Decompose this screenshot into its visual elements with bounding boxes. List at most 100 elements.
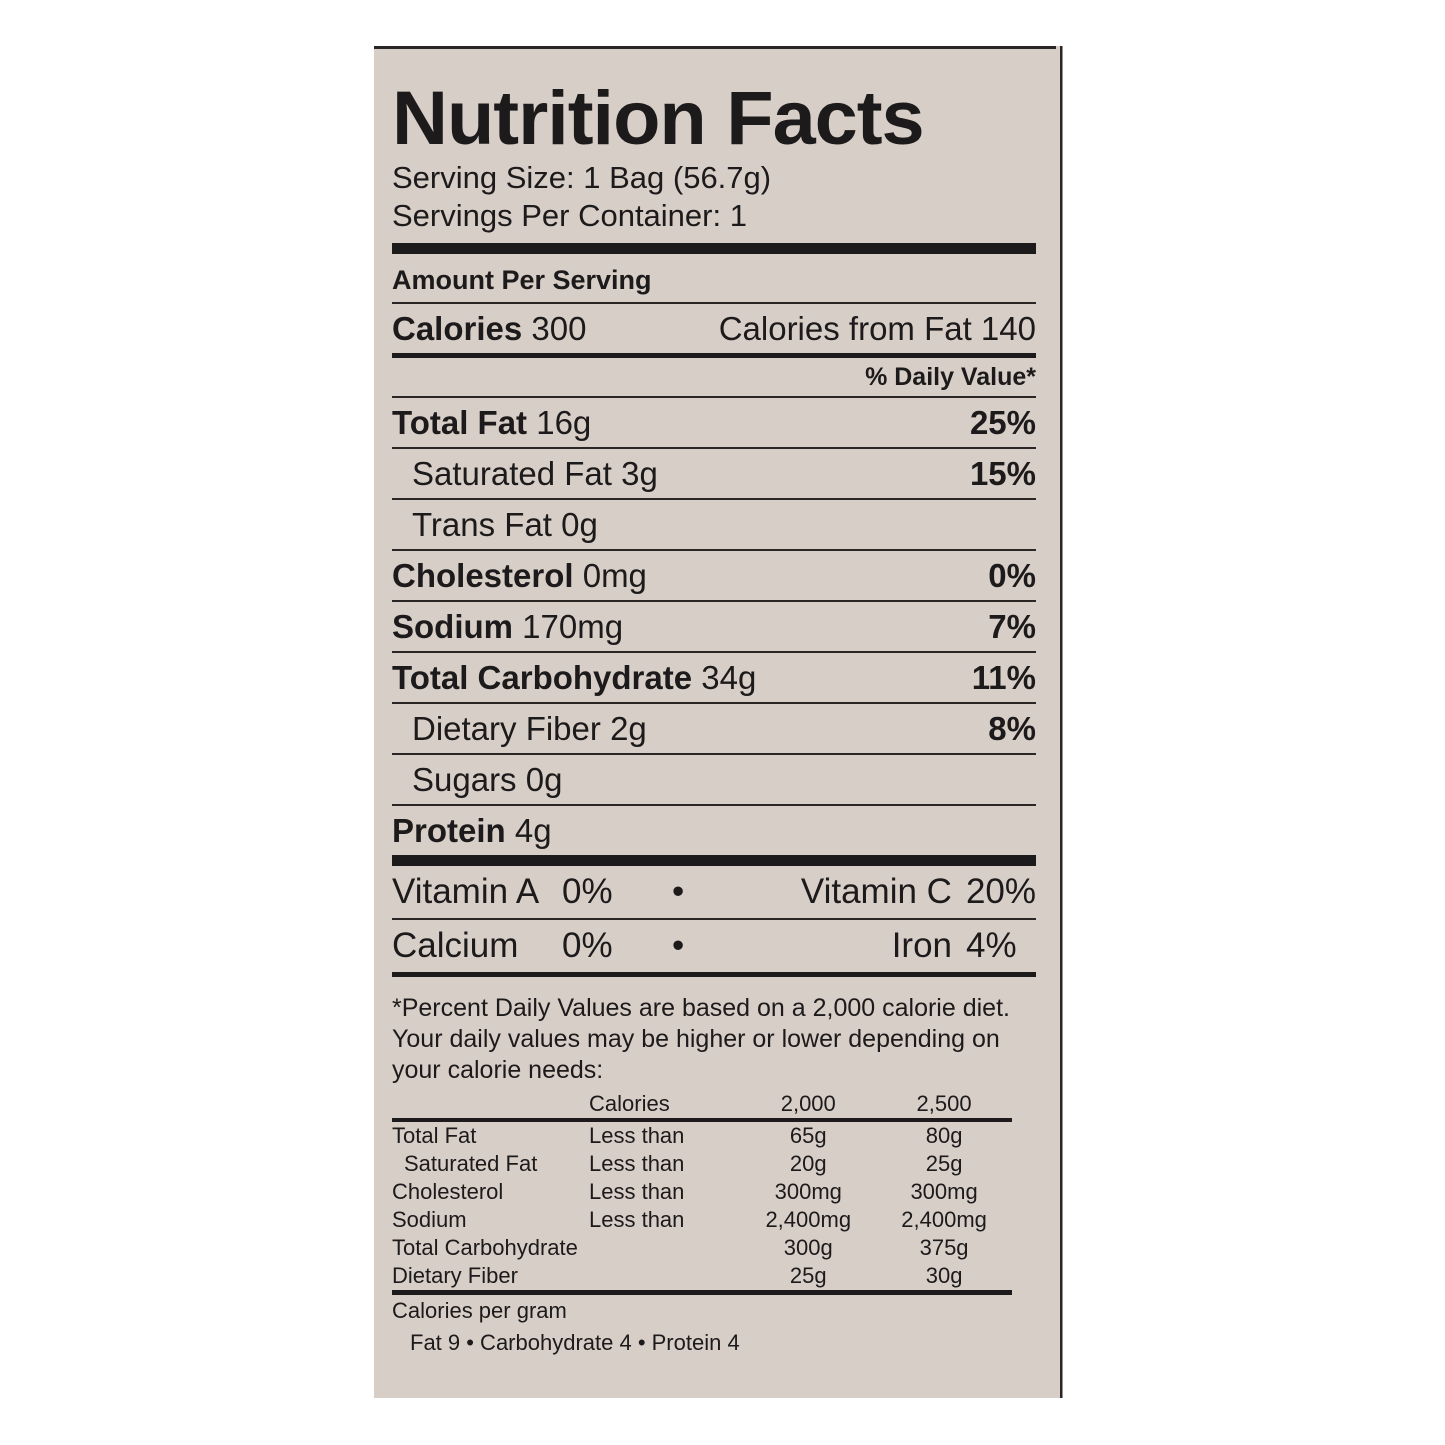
table-cell: Saturated Fat — [404, 1151, 538, 1176]
daily-value-header: % Daily Value* — [865, 362, 1036, 391]
nutrient-name: Protein — [392, 811, 506, 849]
nutrient-dv: 8% — [988, 709, 1036, 747]
nutrient-row: Cholesterol 0mg 0% — [392, 551, 1036, 600]
nutrient-amount: 34g — [701, 658, 757, 696]
bullet: • — [671, 872, 685, 911]
table-cell: Total Fat — [392, 1123, 477, 1148]
vitamin-name: Vitamin C — [800, 872, 952, 911]
nutrition-label: Nutrition Facts Serving Size: 1 Bag (56.… — [374, 46, 1070, 1398]
nutrient-amount: 16g — [536, 403, 592, 441]
divider — [392, 498, 1036, 500]
table-cell: 375g — [919, 1235, 969, 1260]
reference-table: Calories 2,000 2,500 Total Fat Less than 65g… — [392, 1090, 1012, 1290]
nutrient-name: Cholesterol — [392, 556, 574, 594]
table-header: Calories — [589, 1091, 670, 1116]
table-cell — [589, 1262, 740, 1290]
table-cell: 300mg — [774, 1179, 842, 1204]
vitamin-value: 0% — [561, 872, 613, 911]
divider — [392, 651, 1036, 653]
vitamin-name: Vitamin A — [392, 872, 540, 911]
divider — [392, 549, 1036, 551]
package-edge — [1056, 46, 1070, 1398]
nutrient-dv: 11% — [971, 658, 1036, 696]
vitamin-row: Vitamin A 0% • Vitamin C 20% — [392, 866, 1036, 918]
bullet: • — [672, 926, 685, 965]
nutrient-row: Protein 4g — [392, 806, 1036, 855]
table-cell: Sodium — [392, 1207, 467, 1232]
nutrient-amount: 2g — [610, 709, 647, 747]
table-cell: 300g — [783, 1235, 833, 1260]
table-row: Sodium Less than 2,400mg 2,400mg — [392, 1206, 1012, 1234]
divider — [392, 243, 1036, 254]
serving-size: Serving Size: 1 Bag (56.7g) — [392, 160, 772, 195]
table-cell: Cholesterol — [392, 1179, 504, 1204]
table-row: Total Fat Less than 65g 80g — [392, 1120, 1012, 1150]
table-cell: Less than — [589, 1179, 685, 1204]
nutrient-name: Total Fat — [392, 403, 528, 441]
nutrient-name: Saturated Fat — [412, 454, 612, 492]
table-header: 2,000 — [780, 1091, 836, 1116]
table-cell: 20g — [789, 1151, 827, 1176]
vitamin-value: 0% — [562, 926, 613, 965]
footnote: *Percent Daily Values are based on a 2,0… — [392, 994, 1010, 1084]
vitamin-name: Calcium — [392, 926, 519, 965]
nutrient-name: Sodium — [392, 607, 513, 645]
table-header: 2,500 — [916, 1091, 972, 1116]
nutrient-amount: 4g — [514, 811, 552, 849]
divider — [392, 447, 1036, 449]
nutrient-dv: 7% — [988, 607, 1036, 645]
nutrient-amount: 0g — [561, 505, 598, 543]
nutrient-row: Trans Fat 0g — [392, 500, 1036, 549]
divider — [392, 396, 1036, 398]
nutrient-name: Dietary Fiber — [412, 709, 601, 747]
divider — [392, 753, 1036, 755]
table-row: Saturated Fat Less than 20g 25g — [392, 1150, 1012, 1178]
nutrient-row: Total Carbohydrate 34g 11% — [392, 653, 1036, 702]
calories-per-gram-label: Calories per gram — [392, 1298, 567, 1323]
nutrient-amount: 0g — [525, 760, 563, 798]
table-row: Dietary Fiber 25g 30g — [392, 1262, 1012, 1290]
divider — [392, 600, 1036, 602]
table-row: Cholesterol Less than 300mg 300mg — [392, 1178, 1012, 1206]
vitamin-list: Vitamin A 0% • Vitamin C 20% Calcium 0% • Iron 4% — [392, 866, 1036, 972]
nutrient-row: Sugars 0g — [392, 755, 1036, 804]
calories-row: Calories 300 Calories from Fat 140 — [392, 304, 1036, 353]
nutrient-dv: 25% — [969, 403, 1036, 441]
table-cell: Less than — [589, 1123, 685, 1148]
nutrient-row: Dietary Fiber 2g 8% — [392, 704, 1036, 753]
vitamin-name: Iron — [891, 926, 952, 965]
vitamin-value: 20% — [965, 872, 1037, 911]
nutrient-amount: 0mg — [582, 556, 647, 594]
nutrient-row: Saturated Fat 3g 15% — [392, 449, 1036, 498]
calories-label: Calories — [392, 309, 523, 347]
table-cell: 2,400mg — [765, 1207, 852, 1232]
divider — [392, 804, 1036, 806]
table-cell: 65g — [789, 1123, 827, 1148]
nutrient-list: Total Fat 16g 25% Saturated Fat 3g 15% Trans… — [392, 398, 1036, 855]
table-cell: Less than — [589, 1151, 685, 1176]
table-header — [392, 1090, 589, 1120]
table-cell: 25g — [789, 1263, 827, 1288]
table-cell: 25g — [925, 1151, 963, 1176]
divider — [392, 972, 1036, 977]
label-title: Nutrition Facts — [392, 76, 925, 161]
table-cell: Dietary Fiber — [392, 1263, 518, 1288]
nutrient-name: Total Carbohydrate — [392, 658, 693, 696]
vitamin-row: Calcium 0% • Iron 4% — [392, 920, 1036, 972]
nutrient-name: Trans Fat — [412, 505, 552, 543]
calories-value: 300 — [531, 309, 587, 347]
table-cell: 30g — [925, 1263, 963, 1288]
table-cell: 2,400mg — [901, 1207, 987, 1232]
divider — [392, 702, 1036, 704]
nutrient-amount: 170mg — [522, 607, 624, 645]
nutrient-dv: 15% — [969, 454, 1036, 492]
table-row: Total Carbohydrate 300g 375g — [392, 1234, 1012, 1262]
divider — [392, 855, 1036, 866]
nutrient-amount: 3g — [621, 454, 658, 492]
divider — [392, 1290, 1012, 1295]
divider — [392, 302, 1036, 304]
servings-per-container: Servings Per Container: 1 — [392, 198, 747, 233]
divider — [392, 353, 1036, 358]
nutrient-name: Sugars — [412, 760, 517, 798]
table-cell: 80g — [925, 1123, 963, 1148]
